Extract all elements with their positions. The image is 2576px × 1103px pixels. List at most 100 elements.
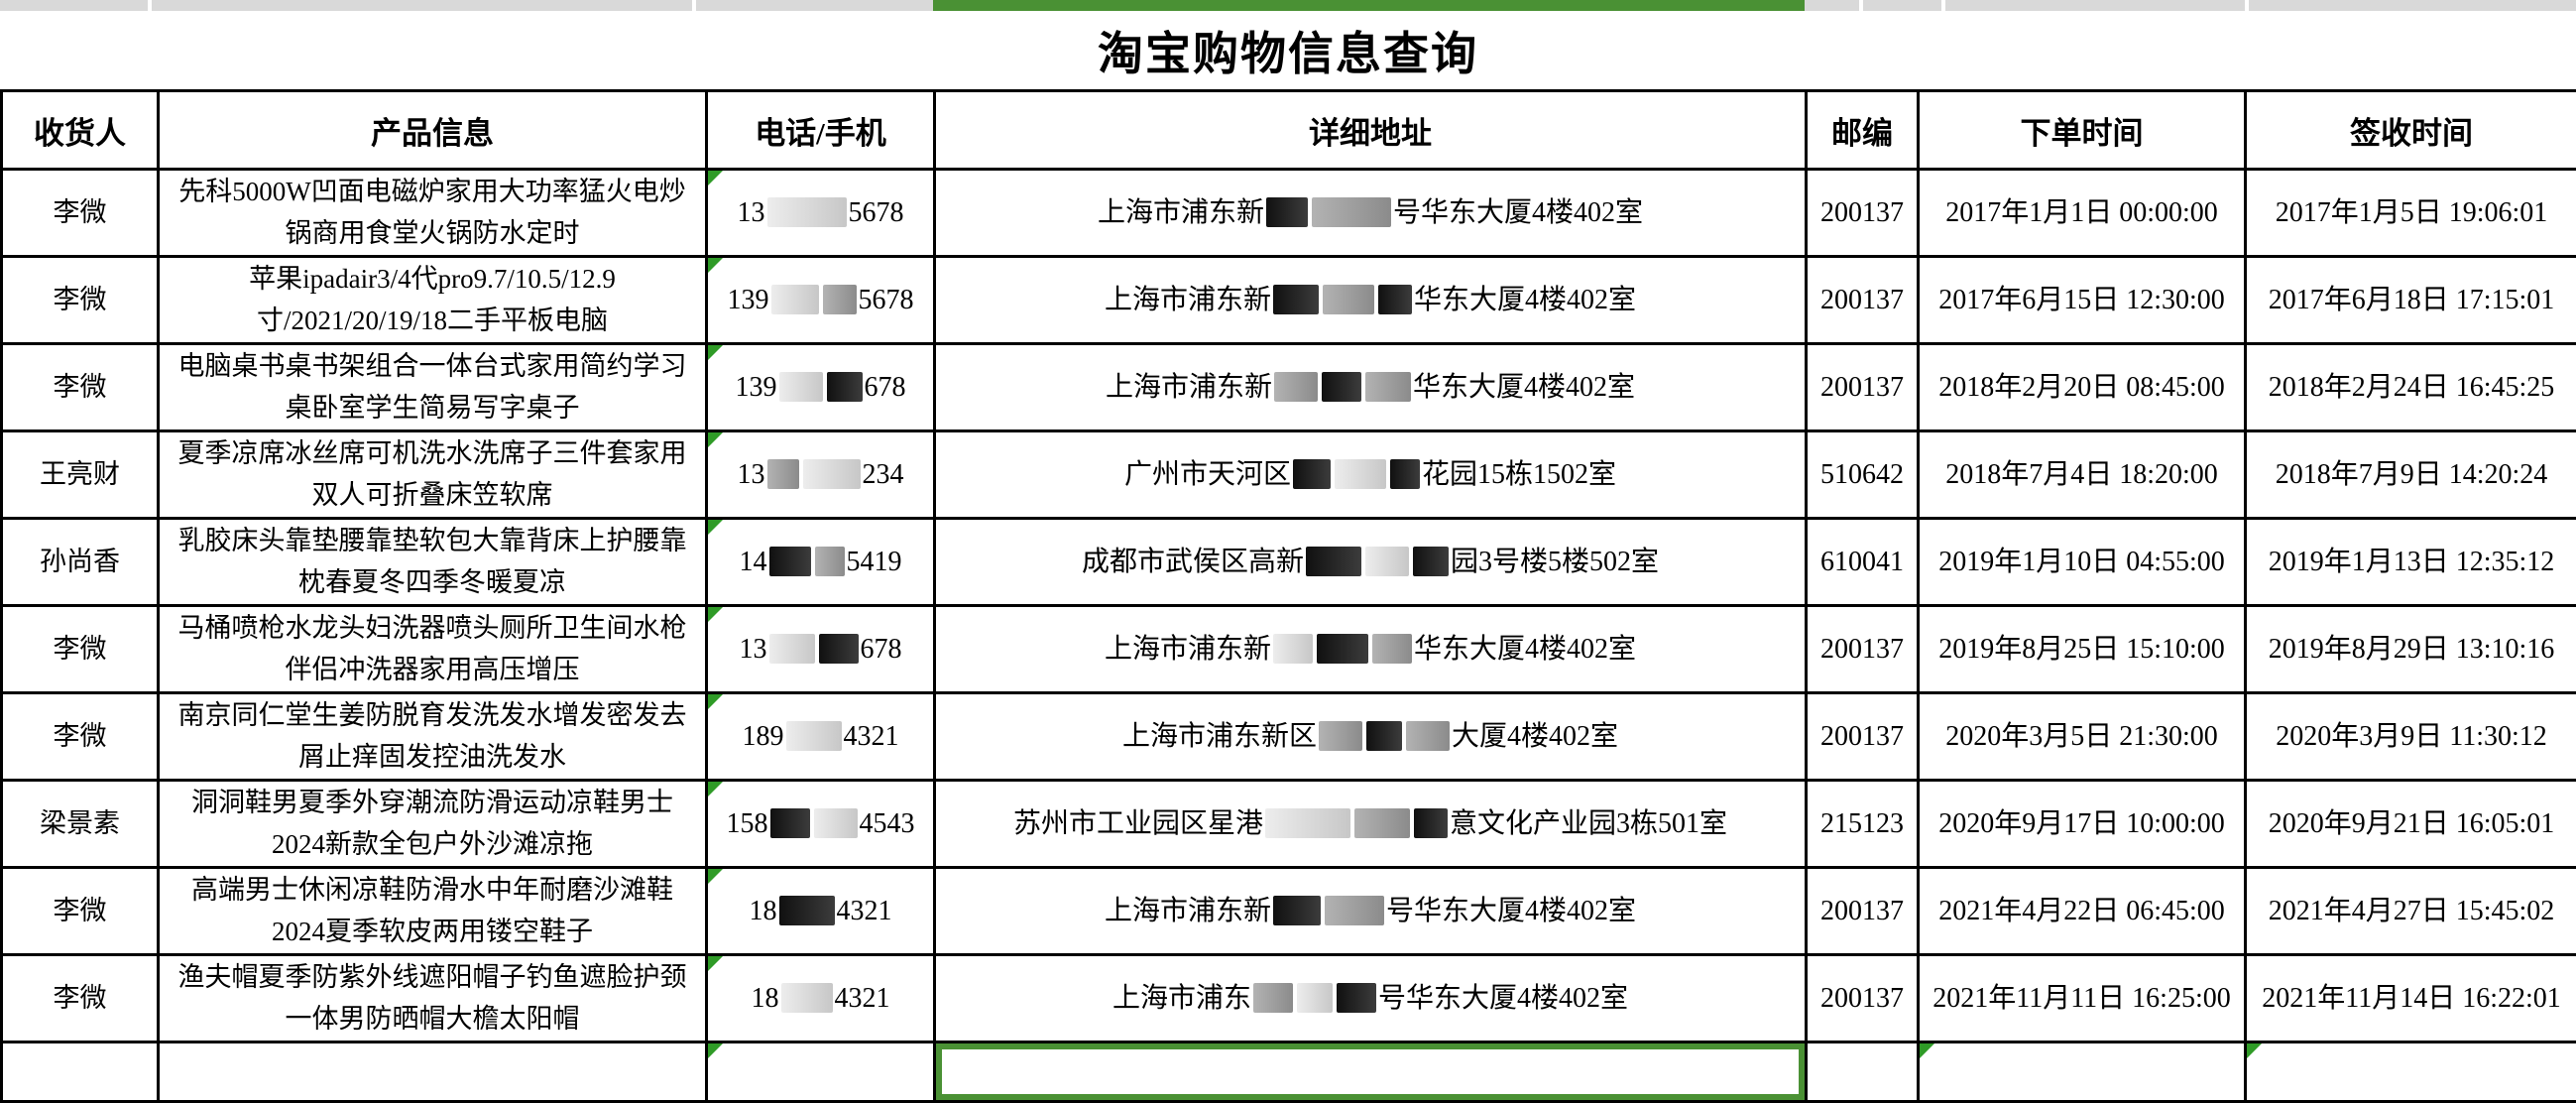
redaction-blur	[1306, 547, 1361, 576]
cell-receipt_time[interactable]: 2019年8月29日 13:10:16	[2246, 606, 2576, 693]
cell-product[interactable]: 洞洞鞋男夏季外穿潮流防滑运动凉鞋男士2024新款全包户外沙滩凉拖	[159, 781, 707, 868]
cell-zip[interactable]: 200137	[1807, 257, 1919, 344]
cell-address[interactable]: 上海市浦东号华东大厦4楼402室	[935, 955, 1807, 1042]
cell-receiver[interactable]: 李微	[2, 344, 159, 431]
cell-text: 13	[740, 634, 767, 665]
cell-order_time[interactable]: 2018年2月20日 08:45:00	[1919, 344, 2246, 431]
cell-receipt_time[interactable]: 2018年7月9日 14:20:24	[2246, 431, 2576, 519]
cell-order_time[interactable]	[1919, 1042, 2246, 1102]
cell-order_time[interactable]: 2020年9月17日 10:00:00	[1919, 781, 2246, 868]
column-header-receiver[interactable]: 收货人	[2, 91, 159, 170]
cell-receiver[interactable]: 梁景素	[2, 781, 159, 868]
header-row: 收货人产品信息电话/手机详细地址邮编下单时间签收时间	[2, 91, 2576, 170]
cell-order_time[interactable]: 2019年1月10日 04:55:00	[1919, 519, 2246, 606]
cell-receiver[interactable]: 李微	[2, 170, 159, 257]
redaction-blur	[779, 896, 835, 925]
cell-product[interactable]	[159, 1042, 707, 1102]
cell-zip[interactable]	[1807, 1042, 1919, 1102]
cell-text: 18	[752, 983, 779, 1014]
cell-address[interactable]: 上海市浦东新华东大厦4楼402室	[935, 344, 1807, 431]
cell-product[interactable]: 南京同仁堂生姜防脱育发洗发水增发密发去屑止痒固发控油洗发水	[159, 693, 707, 781]
cell-receiver[interactable]: 王亮财	[2, 431, 159, 519]
cell-zip[interactable]: 200137	[1807, 955, 1919, 1042]
cell-order_time[interactable]: 2017年1月1日 00:00:00	[1919, 170, 2246, 257]
column-header-phone[interactable]: 电话/手机	[707, 91, 935, 170]
cell-zip[interactable]: 200137	[1807, 344, 1919, 431]
cell-phone[interactable]	[707, 1042, 935, 1102]
redaction-blur	[767, 197, 847, 227]
cell-product[interactable]: 电脑桌书桌书架组合一体台式家用简约学习桌卧室学生简易写字桌子	[159, 344, 707, 431]
column-header-product[interactable]: 产品信息	[159, 91, 707, 170]
cell-product[interactable]: 渔夫帽夏季防紫外线遮阳帽子钓鱼遮脸护颈一体男防晒帽大檐太阳帽	[159, 955, 707, 1042]
cell-order_time[interactable]: 2018年7月4日 18:20:00	[1919, 431, 2246, 519]
column-header-address[interactable]: 详细地址	[935, 91, 1807, 170]
redaction-blur	[1406, 721, 1450, 751]
column-header-zip[interactable]: 邮编	[1807, 91, 1919, 170]
cell-receipt_time[interactable]: 2019年1月13日 12:35:12	[2246, 519, 2576, 606]
cell-address[interactable]: 广州市天河区花园15栋1502室	[935, 431, 1807, 519]
cell-product[interactable]: 高端男士休闲凉鞋防滑水中年耐磨沙滩鞋2024夏季软皮两用镂空鞋子	[159, 868, 707, 955]
cell-order_time[interactable]: 2017年6月15日 12:30:00	[1919, 257, 2246, 344]
column-separator	[692, 0, 696, 11]
column-header-order_time[interactable]: 下单时间	[1919, 91, 2246, 170]
redaction-blur	[1274, 372, 1318, 402]
column-header-receipt_time[interactable]: 签收时间	[2246, 91, 2576, 170]
cell-receipt_time[interactable]: 2020年3月9日 11:30:12	[2246, 693, 2576, 781]
cell-address[interactable]: 苏州市工业园区星港意文化产业园3栋501室	[935, 781, 1807, 868]
cell-receipt_time[interactable]: 2021年11月14日 16:22:01	[2246, 955, 2576, 1042]
redaction-blur	[767, 459, 799, 489]
cell-text: 号华东大厦4楼402室	[1393, 197, 1643, 228]
cell-receiver[interactable]	[2, 1042, 159, 1102]
selected-cell-address[interactable]	[935, 1042, 1807, 1102]
cell-receiver[interactable]: 李微	[2, 955, 159, 1042]
cell-receipt_time[interactable]: 2017年1月5日 19:06:01	[2246, 170, 2576, 257]
cell-zip[interactable]: 200137	[1807, 170, 1919, 257]
cell-receiver[interactable]: 李微	[2, 257, 159, 344]
cell-order_time[interactable]: 2021年4月22日 06:45:00	[1919, 868, 2246, 955]
cell-zip[interactable]: 610041	[1807, 519, 1919, 606]
cell-receipt_time[interactable]: 2021年4月27日 15:45:02	[2246, 868, 2576, 955]
cell-receipt_time[interactable]: 2017年6月18日 17:15:01	[2246, 257, 2576, 344]
cell-zip[interactable]: 215123	[1807, 781, 1919, 868]
cell-address[interactable]: 上海市浦东新号华东大厦4楼402室	[935, 868, 1807, 955]
cell-receipt_time[interactable]	[2246, 1042, 2576, 1102]
redaction-blur	[1413, 547, 1449, 576]
cell-zip[interactable]: 510642	[1807, 431, 1919, 519]
cell-address[interactable]: 上海市浦东新号华东大厦4楼402室	[935, 170, 1807, 257]
cell-address[interactable]: 上海市浦东新区大厦4楼402室	[935, 693, 1807, 781]
cell-zip[interactable]: 200137	[1807, 868, 1919, 955]
redaction-blur	[1354, 808, 1410, 838]
cell-receiver[interactable]: 李微	[2, 606, 159, 693]
cell-text: 5678	[859, 285, 914, 315]
cell-product[interactable]: 夏季凉席冰丝席可机洗水洗席子三件套家用双人可折叠床笠软席	[159, 431, 707, 519]
cell-address[interactable]: 上海市浦东新华东大厦4楼402室	[935, 257, 1807, 344]
cell-product[interactable]: 先科5000W凹面电磁炉家用大功率猛火电炒锅商用食堂火锅防水定时	[159, 170, 707, 257]
cell-product[interactable]: 苹果ipadair3/4代pro9.7/10.5/12.9寸/2021/20/1…	[159, 257, 707, 344]
cell-receiver[interactable]: 李微	[2, 693, 159, 781]
cell-product[interactable]: 乳胶床头靠垫腰靠垫软包大靠背床上护腰靠枕春夏冬四季冬暖夏凉	[159, 519, 707, 606]
cell-order_time[interactable]: 2019年8月25日 15:10:00	[1919, 606, 2246, 693]
cell-receipt_time[interactable]: 2018年2月24日 16:45:25	[2246, 344, 2576, 431]
cell-receiver[interactable]: 李微	[2, 868, 159, 955]
cell-receiver[interactable]: 孙尚香	[2, 519, 159, 606]
cell-product[interactable]: 马桶喷枪水龙头妇洗器喷头厕所卫生间水枪伴侣冲洗器家用高压增压	[159, 606, 707, 693]
cell-zip[interactable]: 200137	[1807, 693, 1919, 781]
cell-receipt_time[interactable]: 2020年9月21日 16:05:01	[2246, 781, 2576, 868]
cell-address[interactable]: 成都市武侯区高新园3号楼5楼502室	[935, 519, 1807, 606]
cell-order_time[interactable]: 2021年11月11日 16:25:00	[1919, 955, 2246, 1042]
cell-order_time[interactable]: 2020年3月5日 21:30:00	[1919, 693, 2246, 781]
cell-address[interactable]: 上海市浦东新华东大厦4楼402室	[935, 606, 1807, 693]
cell-zip[interactable]: 200137	[1807, 606, 1919, 693]
